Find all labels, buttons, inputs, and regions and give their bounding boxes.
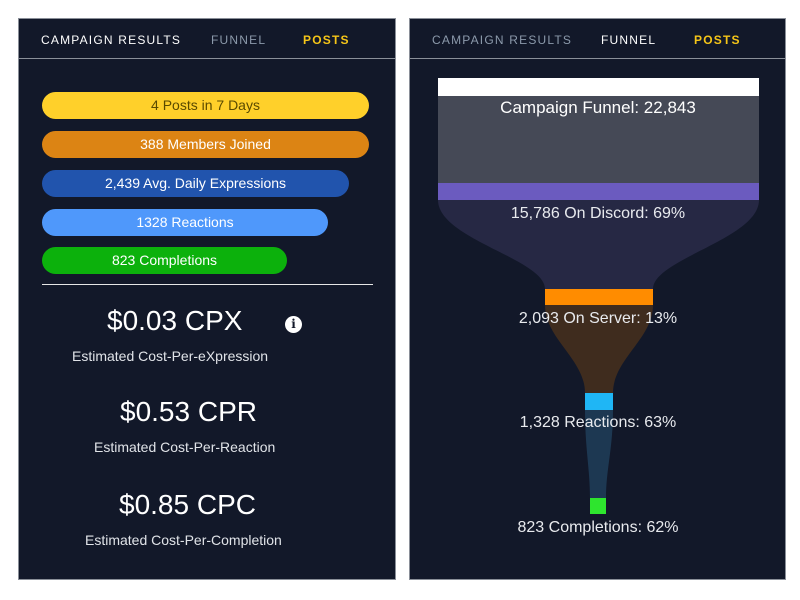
tab-posts[interactable]: POSTS (694, 33, 741, 47)
tab-bar: CAMPAIGN RESULTS FUNNEL POSTS (410, 19, 785, 59)
divider (42, 284, 373, 285)
cpr-label: Estimated Cost-Per-Reaction (94, 439, 276, 455)
funnel-total-bar (438, 96, 759, 183)
stat-posts-pill: 4 Posts in 7 Days (42, 92, 369, 119)
stage-label-server: 2,093 On Server: 13% (519, 310, 677, 327)
funnel-stage-reactions[interactable] (585, 393, 613, 410)
stage-label-reactions: 1,328 Reactions: 63% (520, 414, 677, 431)
campaign-results-panel: CAMPAIGN RESULTS FUNNEL POSTS 4 Posts in… (18, 18, 396, 580)
funnel-stage-discord[interactable] (438, 183, 759, 200)
tab-campaign-results[interactable]: CAMPAIGN RESULTS (432, 33, 573, 47)
stat-members-pill: 388 Members Joined (42, 131, 369, 158)
stat-reactions-pill: 1328 Reactions (42, 209, 328, 236)
funnel-chart: Campaign Funnel: 22,843 15,786 On Discor… (438, 78, 759, 536)
funnel-flow-reactions (585, 410, 613, 498)
cpc-value: $0.85 CPC (119, 489, 256, 520)
stage-label-completions: 823 Completions: 62% (518, 519, 679, 536)
tab-funnel[interactable]: FUNNEL (211, 33, 267, 47)
info-icon[interactable]: i (285, 316, 302, 333)
cpr-value: $0.53 CPR (120, 396, 257, 427)
cpx-label: Estimated Cost-Per-eXpression (72, 348, 269, 364)
funnel-title: Campaign Funnel: 22,843 (500, 98, 696, 117)
tab-funnel[interactable]: FUNNEL (601, 33, 657, 47)
funnel-flow-discord (438, 200, 759, 289)
funnel-panel: CAMPAIGN RESULTS FUNNEL POSTS Campaign F… (409, 18, 786, 580)
stat-completions-pill: 823 Completions (42, 247, 287, 274)
tab-campaign-results[interactable]: CAMPAIGN RESULTS (41, 33, 182, 47)
cpc-label: Estimated Cost-Per-Completion (85, 532, 282, 548)
tab-bar: CAMPAIGN RESULTS FUNNEL POSTS (19, 19, 395, 59)
funnel-stage-server[interactable] (545, 289, 653, 305)
stage-label-discord: 15,786 On Discord: 69% (511, 205, 685, 222)
funnel-stage-completions[interactable] (590, 498, 606, 514)
funnel-flow-server (545, 305, 653, 393)
funnel-total-top (438, 78, 759, 96)
cpx-value: $0.03 CPX (107, 305, 243, 336)
stat-expressions-pill: 2,439 Avg. Daily Expressions (42, 170, 349, 197)
tab-posts[interactable]: POSTS (303, 33, 350, 47)
